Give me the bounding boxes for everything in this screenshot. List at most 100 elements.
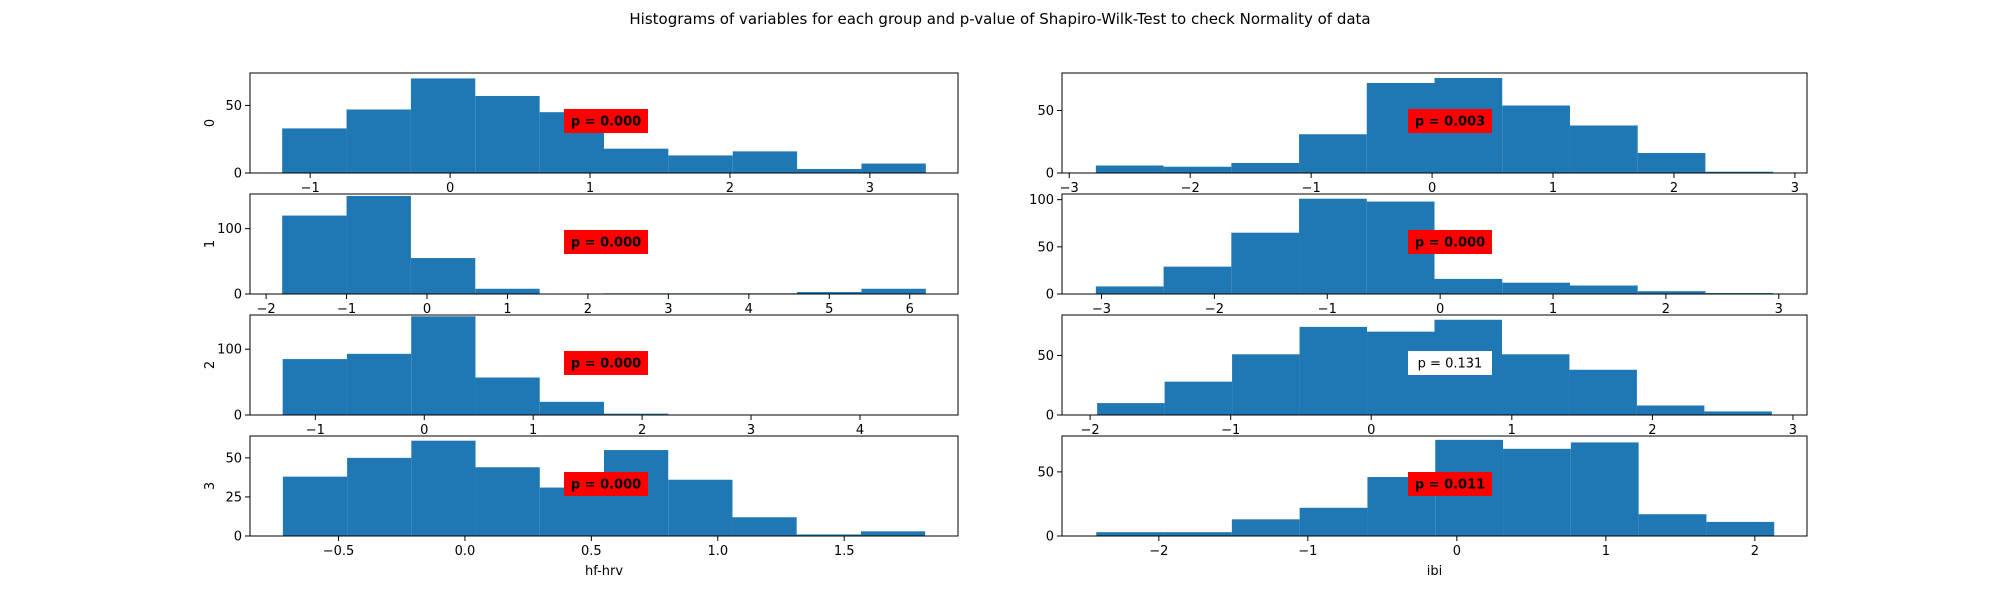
x-tick-label: 0: [420, 423, 428, 438]
pvalue-label: p = 0.000: [1415, 236, 1485, 251]
x-tick-label: 3: [866, 181, 874, 196]
x-tick-label: 1: [1549, 181, 1557, 196]
histogram-bar: [347, 457, 412, 537]
x-tick-label: −1: [1221, 423, 1240, 438]
pvalue-badge: p = 0.000: [564, 472, 648, 496]
x-tick-label: −1: [1298, 544, 1317, 559]
x-tick-label: 5: [825, 302, 833, 317]
histogram-bar: [410, 78, 476, 173]
y-tick-label: 0: [234, 530, 242, 545]
x-tick-label: 1: [1508, 423, 1516, 438]
x-tick-label: 0: [1436, 302, 1444, 317]
row-label: 2: [203, 361, 218, 369]
histogram-bar: [604, 413, 669, 415]
x-tick-label: 2: [584, 302, 592, 317]
x-tick-label: 0: [446, 181, 454, 196]
y-tick-label: 0: [234, 167, 242, 182]
x-tick-label: 0.5: [581, 544, 602, 559]
pvalue-badge: p = 0.131: [1408, 351, 1492, 375]
x-tick-label: −1: [1318, 302, 1337, 317]
x-tick-label: 0: [1428, 181, 1436, 196]
x-tick-label: 3: [1775, 302, 1783, 317]
histogram-bar: [796, 534, 861, 536]
histogram-bar: [346, 109, 411, 173]
axes-frame: [249, 435, 959, 537]
histogram-bar: [1164, 381, 1233, 415]
histogram-bar: [1502, 105, 1570, 173]
x-tick-label: 2: [638, 423, 646, 438]
figure-title: Histograms of variables for each group a…: [629, 10, 1370, 28]
x-tick-label: 0: [423, 302, 431, 317]
histogram-bar: [1434, 278, 1503, 294]
x-tick-label: 3: [747, 423, 755, 438]
pvalue-label: p = 0.000: [571, 357, 641, 372]
histogram-bar: [1299, 198, 1367, 294]
histogram-bar: [1299, 134, 1367, 173]
x-tick-label: −2: [257, 302, 276, 317]
x-tick-label: −3: [1092, 302, 1111, 317]
y-tick-label: 50: [225, 451, 242, 466]
histogram-bar: [1638, 514, 1707, 536]
x-tick-label: −1: [301, 181, 320, 196]
pvalue-badge-background: [1408, 109, 1492, 133]
histogram-bar: [282, 476, 348, 537]
histogram-bar: [732, 517, 797, 536]
histogram-bar: [1704, 411, 1772, 415]
axes-frame: [1061, 435, 1808, 537]
histogram-bar: [604, 148, 669, 173]
x-tick-label: −0.5: [323, 544, 355, 559]
x-tick-label: −1: [337, 302, 356, 317]
x-tick-label: 3: [1791, 181, 1799, 196]
x-tick-label: 4: [856, 423, 864, 438]
row-labels: 0 1 2 3: [203, 119, 218, 490]
histogram-bar: [1636, 405, 1705, 415]
histogram-bar: [732, 151, 798, 173]
histogram-bar: [1095, 286, 1164, 294]
axes-frame: [1061, 314, 1808, 416]
histogram-bar: [1163, 166, 1232, 173]
x-tick-label: 2: [1670, 181, 1678, 196]
x-tick-label: −1: [306, 423, 325, 438]
y-tick-label: 0: [1046, 530, 1054, 545]
histogram-bar: [1232, 354, 1300, 415]
y-tick-label: 50: [1037, 465, 1054, 480]
histogram-panel: −1 0 1 2 3 4 0 100 p = 0.000: [217, 314, 959, 438]
histogram-bar: [346, 353, 412, 415]
pvalue-badge: p = 0.000: [564, 109, 648, 133]
histogram-bar: [282, 359, 347, 415]
row-label: 3: [203, 482, 218, 490]
pvalue-label: p = 0.011: [1415, 478, 1485, 493]
y-tick-label: 50: [1037, 104, 1054, 119]
histogram-bar: [1637, 291, 1706, 294]
histogram-panel: −2 −1 0 1 2 3 4 5 6 0 100 p = 0.000: [217, 193, 959, 317]
pvalue-badge: p = 0.003: [1408, 109, 1492, 133]
pvalue-badge-background: [564, 472, 648, 496]
pvalue-badge: p = 0.011: [1408, 472, 1492, 496]
y-tick-label: 0: [1046, 288, 1054, 303]
x-tick-label: −2: [1081, 423, 1100, 438]
x-tick-label: 2: [1751, 544, 1759, 559]
x-tick-label: 2: [726, 181, 734, 196]
histogram-bar: [1501, 354, 1570, 415]
histogram-panel: −2 −1 0 1 2 3 0 50 p = 0.131: [1037, 314, 1808, 438]
pvalue-badge-background: [564, 230, 648, 254]
axes-frame: [249, 72, 959, 174]
histogram-bar: [475, 288, 540, 294]
y-tick-label: 0: [1046, 409, 1054, 424]
histogram-bar: [861, 288, 926, 294]
histogram-panel: −2 −1 0 1 2 0 50 p = 0.011: [1037, 435, 1808, 559]
histogram-bar: [1569, 285, 1638, 294]
histogram-bar: [282, 128, 347, 173]
x-tick-label: −3: [1060, 181, 1079, 196]
histogram-bar: [1502, 282, 1570, 294]
histogram-bar: [411, 440, 476, 536]
x-tick-label: 1: [1602, 544, 1610, 559]
y-tick-label: 50: [225, 99, 242, 114]
pvalue-badge-background: [564, 109, 648, 133]
x-tick-label: 1.0: [707, 544, 728, 559]
x-tick-label: −1: [1302, 181, 1321, 196]
pvalue-badge-background: [564, 351, 648, 375]
x-tick-label: −2: [1181, 181, 1200, 196]
